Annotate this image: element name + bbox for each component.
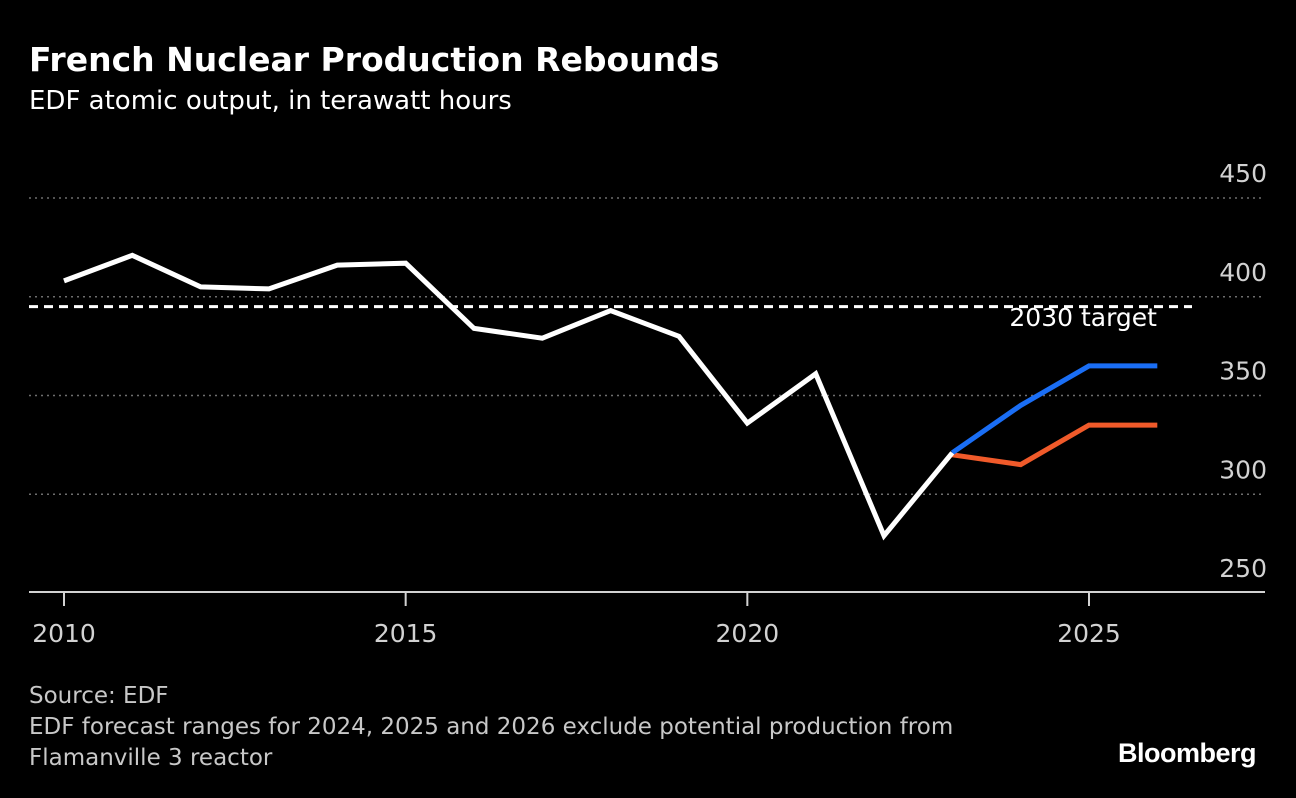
target-reference: 2030 target	[29, 303, 1192, 332]
y-axis-labels: 250 300 350 400 450	[1219, 159, 1267, 583]
gridlines	[29, 197, 1265, 496]
y-tick-label-350: 350	[1219, 357, 1267, 386]
x-tick-label-2020: 2020	[716, 619, 780, 648]
series-lines	[63, 252, 1158, 541]
x-tick-label-2015: 2015	[374, 619, 438, 648]
forecast-note-line-2: Flamanville 3 reactor	[29, 745, 273, 771]
target-label: 2030 target	[1009, 303, 1157, 332]
x-axis: 2010 2015 2020 2025	[29, 591, 1265, 648]
series-line-forecast-low	[951, 422, 1158, 468]
y-tick-label-400: 400	[1219, 258, 1267, 287]
y-tick-label-450: 450	[1219, 159, 1267, 188]
bloomberg-logo: Bloomberg	[1117, 738, 1257, 768]
chart-title: French Nuclear Production Rebounds	[29, 40, 720, 79]
y-tick-label-300: 300	[1219, 455, 1267, 484]
forecast-note-line-1: EDF forecast ranges for 2024, 2025 and 2…	[29, 714, 954, 740]
series-line-actual-output	[63, 252, 955, 541]
y-tick-label-250: 250	[1219, 554, 1267, 583]
x-tick-label-2025: 2025	[1057, 619, 1121, 648]
chart-subtitle: EDF atomic output, in terawatt hours	[29, 86, 512, 116]
series-line-forecast-high	[950, 363, 1158, 455]
x-tick-label-2010: 2010	[32, 619, 96, 648]
source-note: Source: EDF	[29, 683, 169, 709]
